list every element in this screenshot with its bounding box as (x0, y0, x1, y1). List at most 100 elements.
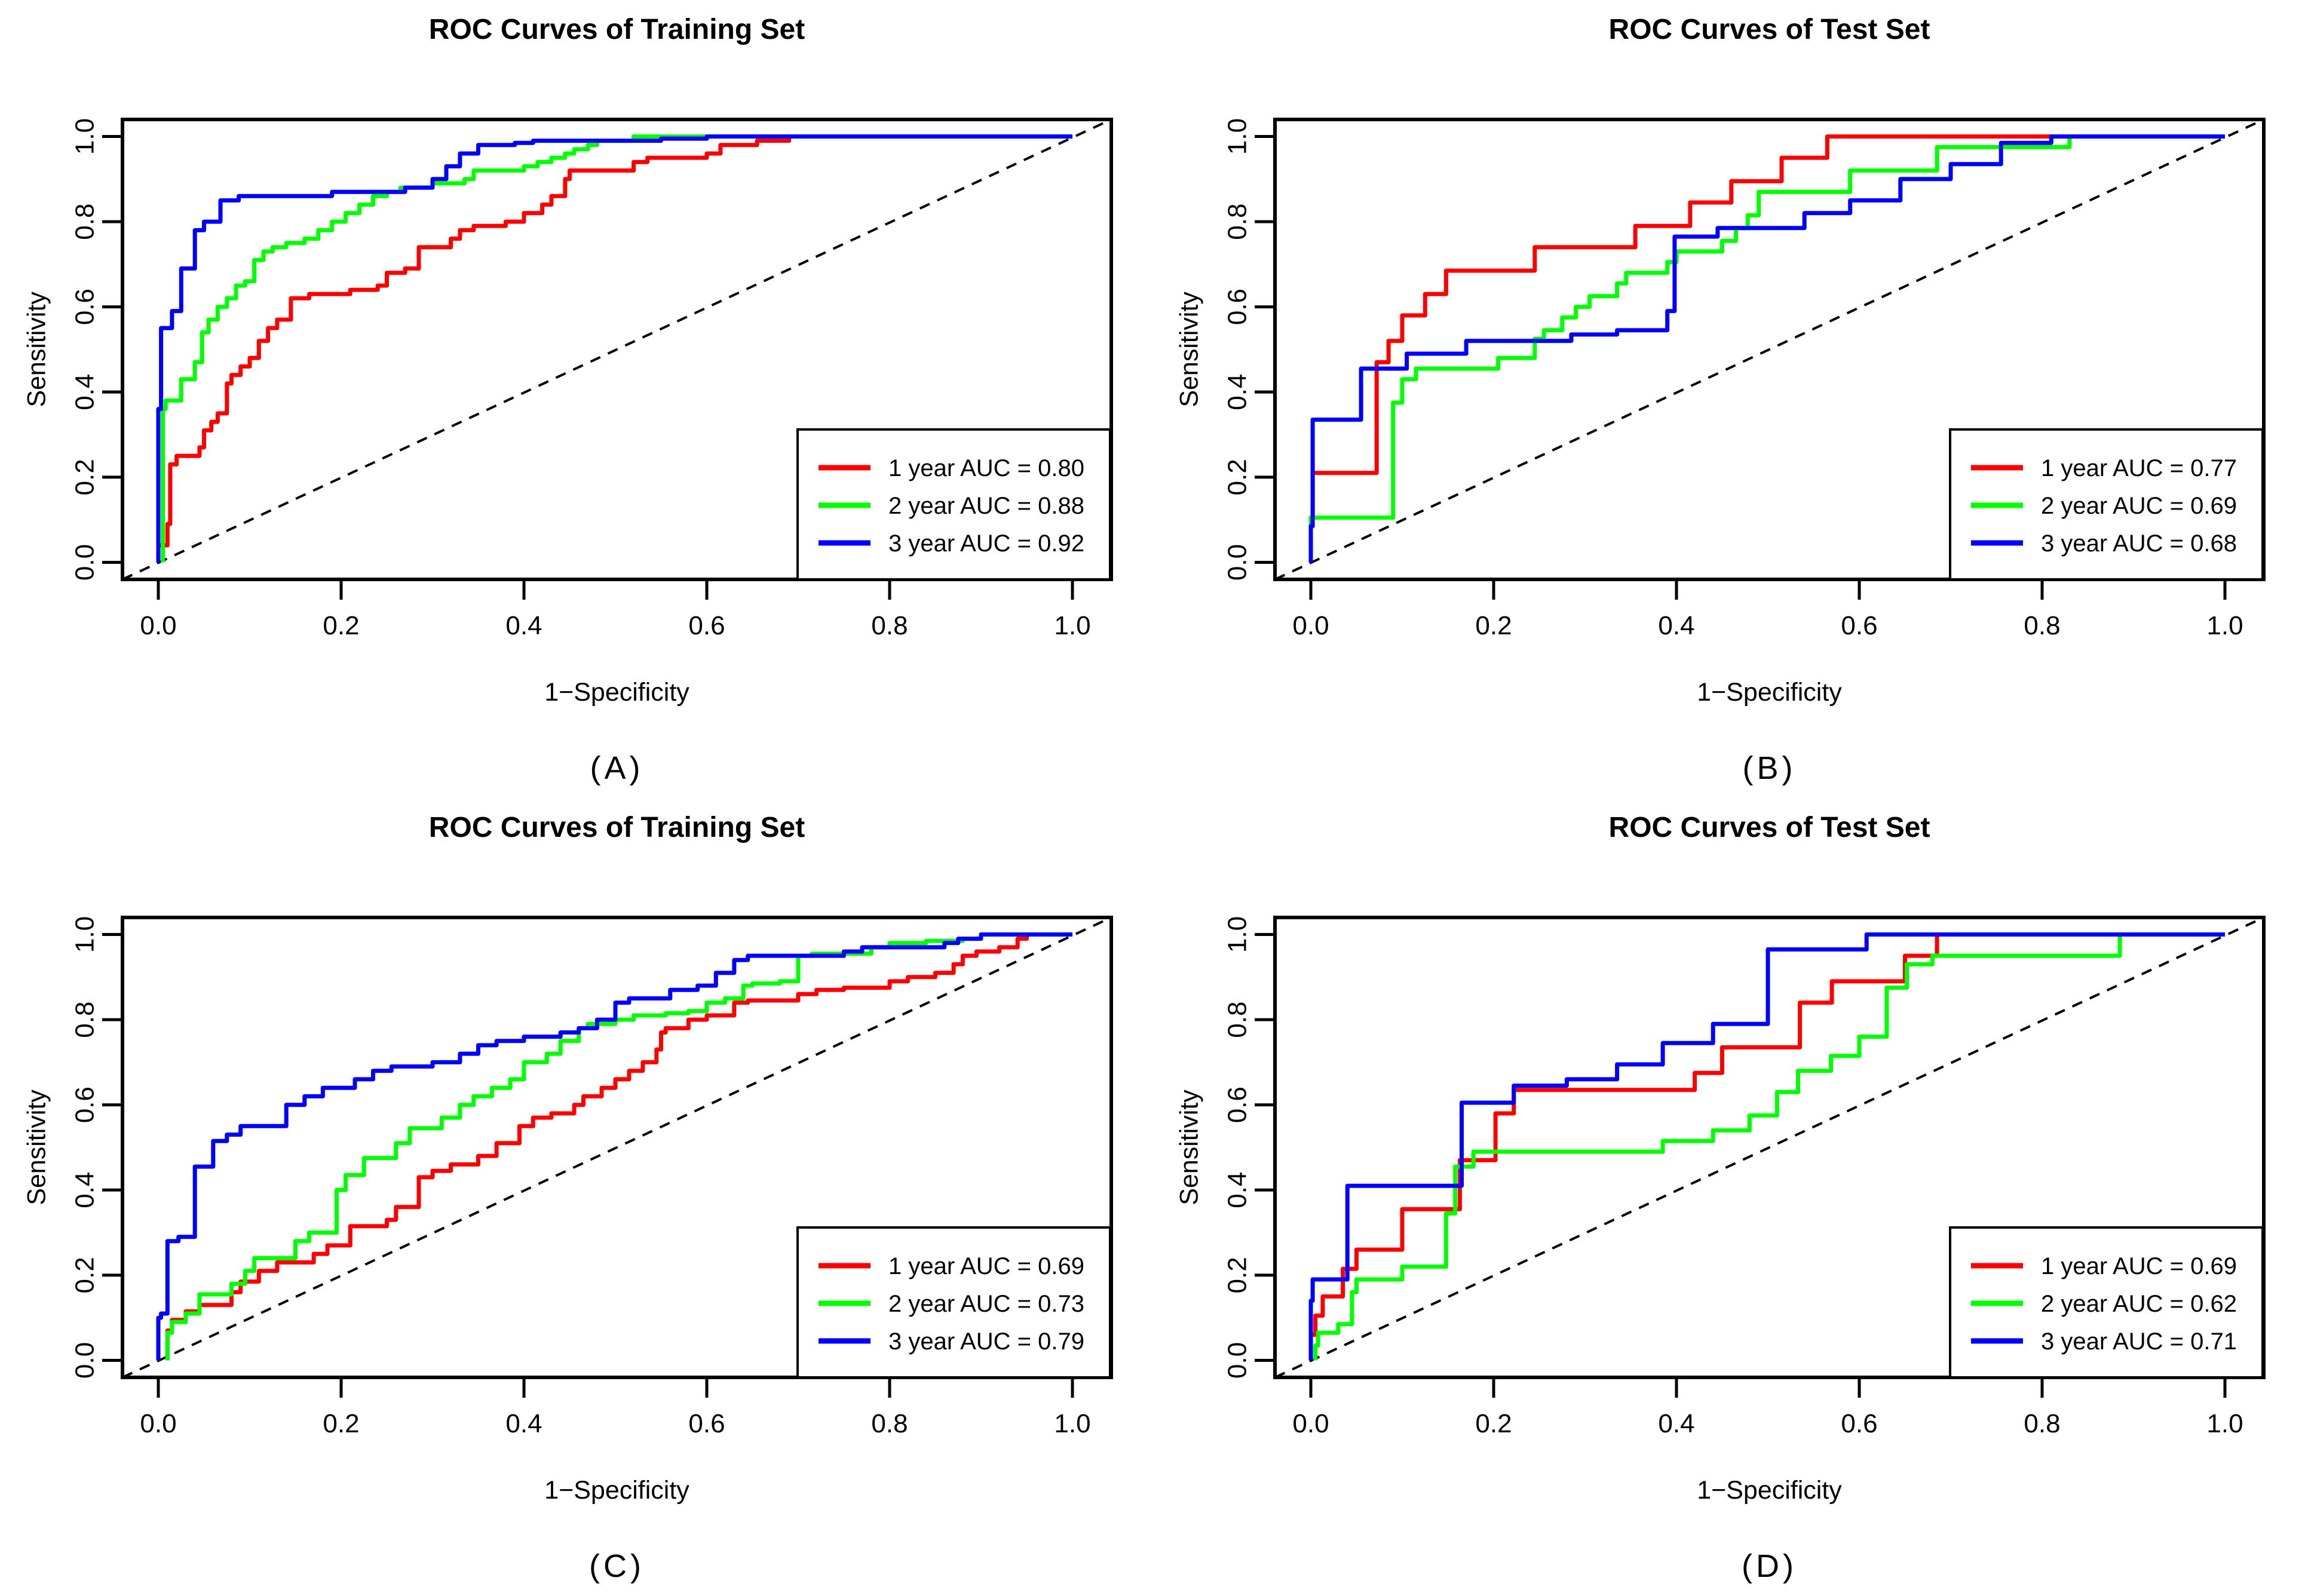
y-tick-label: 0.8 (1223, 1002, 1252, 1038)
panel-b: ROC Curves of Test Set 0.0 0.0 0.2 0.2 0.4 0.… (1152, 0, 2305, 798)
y-tick-label: 0.0 (1223, 544, 1252, 581)
y-tick-label: 0.0 (71, 544, 100, 581)
y-tick-label: 1.0 (71, 916, 100, 953)
legend-label-3-year: 3 year AUC = 0.68 (2041, 530, 2237, 557)
x-tick-label: 0.0 (140, 611, 176, 640)
y-tick-label: 0.6 (1223, 1086, 1252, 1123)
roc-curve-3-year (1308, 134, 2225, 563)
x-axis-title: 1−Specificity (544, 1476, 689, 1505)
panel-title: ROC Curves of Test Set (1608, 14, 1930, 45)
x-tick-label: 0.4 (1658, 611, 1694, 640)
x-tick-label: 0.6 (1841, 1409, 1877, 1438)
x-tick-label: 0.2 (323, 611, 359, 640)
roc-plot-b: 0.0 0.0 0.2 0.2 0.4 0.4 0.6 0.6 0.8 0.8 1.0 1.0 1 ye… (1223, 118, 2266, 640)
roc-curve-2-year (1308, 134, 2225, 541)
x-tick-label: 0.2 (1475, 1409, 1512, 1438)
y-axis-title: Sensitivity (1175, 291, 1204, 407)
roc-curve-2-year (161, 134, 1072, 563)
y-tick-label: 0.2 (71, 459, 100, 495)
y-tick-label: 0.4 (71, 374, 100, 410)
y-tick-label: 0.2 (71, 1257, 100, 1293)
x-tick-label: 0.8 (871, 611, 908, 640)
x-tick-label: 0.2 (1475, 611, 1512, 640)
x-tick-label: 0.0 (140, 1409, 176, 1438)
x-tick-label: 0.4 (505, 1409, 542, 1438)
x-tick-label: 0.2 (323, 1409, 359, 1438)
reference-diagonal (122, 118, 1112, 581)
x-axis-title: 1−Specificity (544, 678, 689, 707)
x-tick-label: 0.6 (1841, 611, 1877, 640)
y-tick-label: 1.0 (1223, 916, 1252, 953)
roc-curve-2-year (1313, 932, 2225, 1361)
reference-diagonal (1274, 916, 2264, 1379)
x-tick-label: 1.0 (1054, 1409, 1090, 1438)
x-tick-label: 0.6 (688, 1409, 725, 1438)
y-tick-label: 1.0 (71, 118, 100, 155)
legend-label-3-year: 3 year AUC = 0.92 (888, 530, 1084, 557)
x-tick-label: 0.8 (871, 1409, 908, 1438)
roc-curve-3-year (156, 134, 1072, 563)
y-tick-label: 0.8 (71, 1002, 100, 1038)
panel-caption: (C) (589, 1548, 645, 1584)
y-tick-label: 0.6 (1223, 288, 1252, 325)
plot-box (121, 118, 1113, 581)
panel-caption: (B) (1742, 750, 1797, 786)
legend-label-1-year: 1 year AUC = 0.77 (2041, 455, 2237, 481)
y-axis-title: Sensitivity (22, 291, 51, 407)
y-tick-label: 0.2 (1223, 1257, 1252, 1293)
x-tick-label: 0.4 (505, 611, 542, 640)
legend-label-1-year: 1 year AUC = 0.69 (2041, 1253, 2237, 1279)
x-tick-label: 1.0 (2206, 611, 2243, 640)
plot-box (1273, 118, 2266, 581)
plot-box (1273, 916, 2266, 1379)
x-tick-label: 0.8 (2024, 1409, 2060, 1438)
reference-diagonal (1274, 118, 2264, 581)
roc-curve-1-year (1308, 932, 2225, 1361)
x-axis-title: 1−Specificity (1697, 1476, 1842, 1505)
x-axis-title: 1−Specificity (1697, 678, 1842, 707)
y-tick-label: 0.8 (71, 204, 100, 240)
y-axis-title: Sensitivity (1175, 1089, 1204, 1205)
legend-label-2-year: 2 year AUC = 0.69 (2041, 493, 2237, 519)
panel-title: ROC Curves of Training Set (428, 812, 805, 843)
panel-title: ROC Curves of Test Set (1608, 812, 1930, 843)
plot-box (121, 916, 1113, 1379)
x-tick-label: 1.0 (1054, 611, 1090, 640)
legend-label-3-year: 3 year AUC = 0.71 (2041, 1328, 2237, 1355)
roc-curve-1-year (156, 134, 1072, 563)
panel-title: ROC Curves of Training Set (428, 14, 805, 45)
panel-d: ROC Curves of Test Set 0.0 0.0 0.2 0.2 0.4 0.… (1152, 798, 2305, 1596)
x-tick-label: 0.0 (1292, 1409, 1329, 1438)
roc-curve-1-year (165, 932, 1072, 1361)
panel-caption: (D) (1742, 1548, 1797, 1584)
panel-c: ROC Curves of Training Set 0.0 0.0 0.2 0.2 0… (0, 798, 1152, 1596)
panel-a: ROC Curves of Training Set 0.0 0.0 0.2 0.2 0… (0, 0, 1152, 798)
x-tick-label: 1.0 (2206, 1409, 2243, 1438)
y-axis-title: Sensitivity (22, 1089, 51, 1205)
legend-label-1-year: 1 year AUC = 0.69 (888, 1253, 1084, 1279)
y-tick-label: 0.4 (1223, 1172, 1252, 1208)
roc-plot-d: 0.0 0.0 0.2 0.2 0.4 0.4 0.6 0.6 0.8 0.8 1.0 1.0 1 ye… (1223, 916, 2266, 1438)
y-tick-label: 0.4 (1223, 374, 1252, 410)
panel-caption: (A) (590, 750, 644, 786)
x-tick-label: 0.4 (1658, 1409, 1694, 1438)
y-tick-label: 0.6 (71, 288, 100, 325)
legend-label-2-year: 2 year AUC = 0.73 (888, 1291, 1084, 1317)
roc-curve-3-year (156, 932, 1072, 1361)
y-tick-label: 0.6 (71, 1086, 100, 1123)
roc-curve-1-year (1308, 134, 2225, 563)
roc-plot-c: 0.0 0.0 0.2 0.2 0.4 0.4 0.6 0.6 0.8 0.8 1.0 1.0 1 ye… (71, 916, 1113, 1438)
y-tick-label: 0.2 (1223, 459, 1252, 495)
reference-diagonal (122, 916, 1112, 1379)
legend-label-1-year: 1 year AUC = 0.80 (888, 455, 1084, 481)
y-tick-label: 0.4 (71, 1172, 100, 1208)
y-tick-label: 0.8 (1223, 204, 1252, 240)
x-tick-label: 0.0 (1292, 611, 1329, 640)
roc-curve-3-year (1308, 932, 2225, 1361)
legend-label-2-year: 2 year AUC = 0.88 (888, 493, 1084, 519)
y-tick-label: 0.0 (71, 1342, 100, 1379)
x-tick-label: 0.6 (688, 611, 725, 640)
roc-plot-a: 0.0 0.0 0.2 0.2 0.4 0.4 0.6 0.6 0.8 0.8 1.0 1.0 1 ye… (71, 118, 1113, 640)
y-tick-label: 0.0 (1223, 1342, 1252, 1379)
